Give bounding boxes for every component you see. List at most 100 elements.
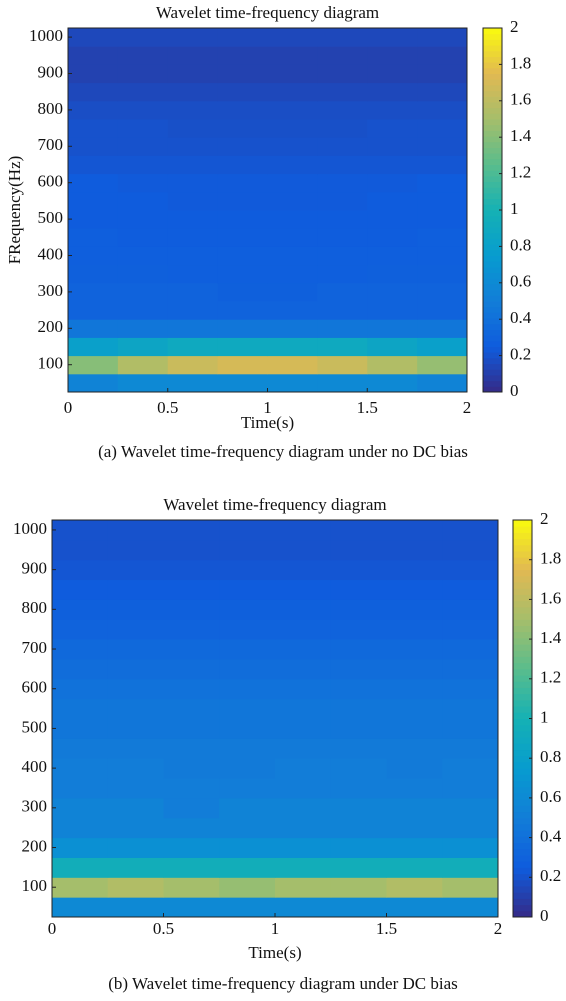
colorbar-segment [483,67,502,74]
heatmap-cell [163,897,220,918]
heatmap-cell [367,246,418,266]
heatmap-cell [267,246,318,266]
heatmap-cell [330,877,387,898]
colorbar-tick-label: 0.4 [510,308,532,327]
heatmap-cell [167,155,219,175]
heatmap-cell [107,559,164,581]
y-tick-label: 100 [22,876,48,895]
colorbar-tick-label: 0 [540,906,549,925]
colorbar-segment [513,842,532,850]
y-tick-label: 300 [38,281,64,300]
colorbar-segment [513,879,532,887]
heatmap-cell [52,698,109,719]
heatmap-cell [217,173,268,193]
heatmap-cell [167,319,219,338]
heatmap-cell [275,797,332,819]
heatmap-cell [117,119,169,138]
heatmap-cell [267,282,318,302]
heatmap-cell [317,137,368,156]
colorbar-segment [483,323,502,330]
heatmap-cell [442,718,499,739]
heatmap-cell [317,228,368,247]
y-tick-label: 500 [38,208,64,227]
heatmap-cell [417,373,468,393]
heatmap-cell [163,639,220,660]
y-tick-label: 300 [22,797,48,816]
x-axis-label: Time(s) [248,943,301,962]
colorbar-segment [483,221,502,228]
y-tick-label: 500 [22,717,48,736]
heatmap-cell [167,264,219,284]
y-tick-label: 100 [38,354,64,373]
heatmap-cell [217,100,268,120]
colorbar-tick-label: 0.8 [510,235,531,254]
heatmap-cell [330,658,387,680]
heatmap-cell [442,539,499,561]
heatmap-cell [117,319,169,338]
colorbar-segment [513,544,532,552]
colorbar-segment [483,33,502,40]
heatmap-cell [317,191,368,211]
heatmap-cell [442,559,499,581]
colorbar-segment [513,656,532,664]
colorbar-segment [483,249,502,256]
colorbar-segment [513,898,532,906]
colorbar-segment [513,774,532,782]
heatmap-cell [163,520,220,541]
heatmap-cell [275,559,332,581]
heatmap-cell [275,738,332,759]
colorbar-segment [513,668,532,676]
colorbar-segment [513,737,532,744]
colorbar-segment [513,805,532,813]
heatmap-cell [52,778,109,799]
colorbar-segment [513,761,532,769]
heatmap-cell [68,282,119,302]
y-tick-label: 1000 [29,26,63,45]
heatmap-cell [163,877,220,898]
heatmap-cell [367,64,418,84]
colorbar-segment [483,158,502,165]
colorbar-segment [513,830,532,837]
heatmap-cell [219,539,276,561]
heatmap-cell [367,119,418,138]
colorbar-segment [483,272,502,279]
colorbar-segment [513,619,532,626]
colorbar-segment [483,306,502,313]
heatmap-cell [117,210,169,229]
heatmap-cell [219,738,276,759]
y-tick-label: 1000 [13,519,47,538]
heatmap-cell [275,639,332,660]
heatmap-cell [417,337,468,357]
heatmap-cell [117,28,169,47]
heatmap-cell [386,698,443,719]
colorbar-segment [513,662,532,670]
heatmap-cell [317,246,368,266]
heatmap-cell [317,355,368,375]
heatmap-cell [68,64,119,84]
heatmap-cell [217,155,268,175]
y-tick-label: 400 [22,757,48,776]
y-tick-label: 400 [38,244,64,263]
chart-title: Wavelet time-frequency diagram [156,3,379,22]
heatmap-cell [117,282,169,302]
heatmap-cell [217,210,268,229]
heatmap-cell [163,817,220,839]
heatmap-cell [442,837,499,858]
heatmap-cell [442,599,499,620]
colorbar-segment [513,588,532,595]
colorbar-tick-label: 1.8 [540,549,561,568]
colorbar-segment [483,50,502,57]
heatmap-cell [417,137,468,156]
colorbar-segment [513,699,532,707]
x-tick-label: 0 [64,398,73,417]
heatmap-cell [386,817,443,839]
heatmap-cell [386,797,443,819]
colorbar-segment [513,594,532,602]
heatmap-cell [217,119,268,138]
colorbar-segment [513,637,532,645]
colorbar-segment [513,861,532,868]
colorbar-segment [483,301,502,308]
y-tick-label: 700 [22,638,48,657]
heatmap-cell [417,301,468,320]
heatmap-cell [217,301,268,320]
